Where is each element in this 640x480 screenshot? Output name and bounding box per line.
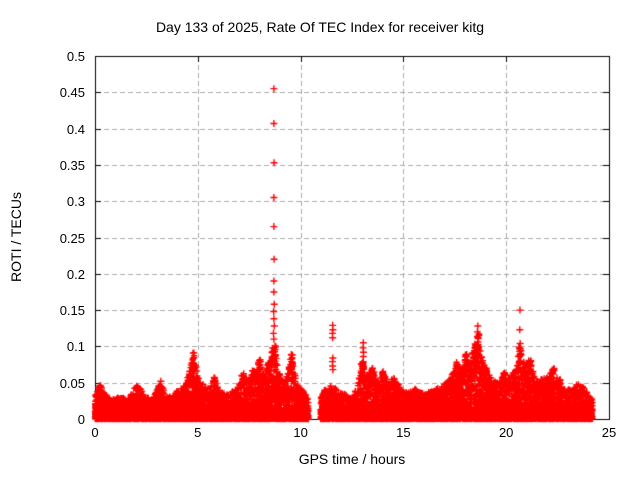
y-tick-label: 0.05 bbox=[59, 375, 85, 391]
x-axis-label: GPS time / hours bbox=[298, 451, 406, 467]
y-tick-label: 0.5 bbox=[66, 49, 85, 64]
x-tick-label: 0 bbox=[91, 425, 99, 440]
y-tick-label: 0 bbox=[77, 412, 85, 427]
y-tick-label: 0.4 bbox=[66, 121, 85, 137]
x-tick-label: 15 bbox=[396, 425, 411, 440]
y-tick-label: 0.2 bbox=[66, 266, 85, 282]
x-tick-label: 10 bbox=[293, 425, 308, 440]
chart-title: Day 133 of 2025, Rate Of TEC Index for r… bbox=[155, 19, 485, 35]
y-tick-label: 0.1 bbox=[66, 339, 85, 355]
y-tick-label: 0.15 bbox=[59, 303, 85, 319]
x-tick-label: 25 bbox=[601, 425, 617, 440]
y-tick-label: 0.3 bbox=[66, 194, 85, 210]
x-tick-label: 20 bbox=[498, 425, 514, 440]
y-tick-label: 0.35 bbox=[59, 157, 85, 173]
y-tick-label: 0.25 bbox=[59, 230, 85, 246]
y-tick-label: 0.45 bbox=[59, 85, 85, 101]
x-tick-label: 5 bbox=[194, 425, 202, 440]
